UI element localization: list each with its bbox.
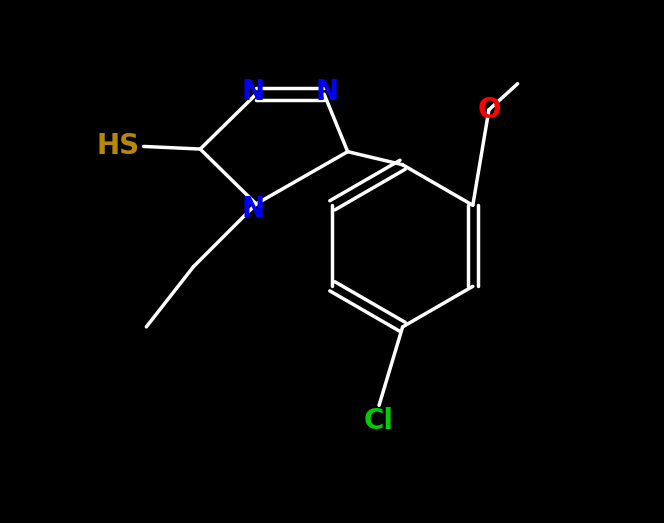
Text: N: N bbox=[242, 77, 265, 106]
Text: HS: HS bbox=[96, 132, 139, 161]
Text: Cl: Cl bbox=[364, 407, 394, 435]
Text: N: N bbox=[242, 195, 265, 223]
Text: O: O bbox=[477, 96, 501, 124]
Text: N: N bbox=[315, 77, 339, 106]
